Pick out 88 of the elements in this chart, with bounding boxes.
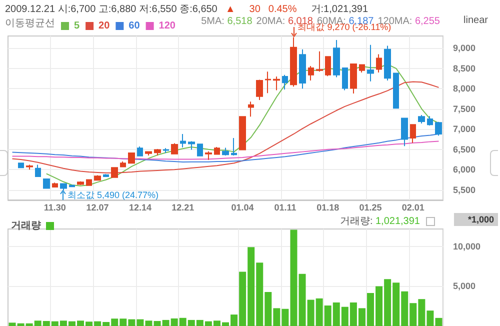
candlestick — [163, 148, 169, 154]
x-tick-label: 01.18 — [316, 202, 340, 212]
candlestick — [410, 124, 416, 144]
candlestick — [299, 48, 306, 90]
candlestick — [222, 147, 229, 156]
x-tick-label: 12.14 — [128, 202, 152, 212]
candlestick — [265, 71, 271, 94]
candlestick — [188, 140, 195, 150]
text: 2009.12.21 시:6,700 고:6,880 저:6,550 종:6,650 — [5, 4, 218, 15]
legend-label: 5 — [74, 20, 80, 32]
text: 거래량: 1,021,391 — [340, 216, 420, 227]
x-tick-label: 12.21 — [172, 202, 194, 212]
y-tick-label: 6,500 — [453, 144, 476, 154]
candlestick — [427, 116, 433, 126]
y-axis-title: *1,000 — [468, 214, 494, 224]
annotation: 최소값 5,490 (24.77%) — [67, 189, 158, 202]
candlestick — [359, 64, 365, 73]
candlestick — [120, 161, 126, 168]
text: 0.45% — [268, 4, 297, 15]
y-tick-label: 9,000 — [453, 43, 476, 54]
candlestick — [26, 164, 33, 170]
x-tick-label: 01.04 — [231, 202, 254, 212]
y-tick-label: 7,500 — [453, 104, 476, 114]
candlestick — [214, 146, 220, 156]
candlestick — [333, 40, 340, 78]
candlestick — [171, 142, 178, 155]
x-tick-label: 11.30 — [44, 202, 66, 212]
candlestick — [316, 50, 323, 72]
legend-label: 20 — [98, 20, 110, 32]
line-series — [12, 140, 440, 160]
candlestick — [342, 67, 348, 91]
candlestick — [273, 76, 280, 91]
candlestick — [103, 174, 109, 178]
candlestick — [325, 56, 331, 77]
candlestick — [350, 63, 357, 94]
candlestick — [367, 44, 374, 82]
candlestick — [69, 184, 75, 188]
line-series — [12, 81, 440, 174]
y-tick-label: 5,000 — [453, 281, 476, 292]
candlestick — [231, 138, 237, 156]
legend-label: 120 — [158, 20, 176, 32]
line-series — [46, 64, 440, 186]
candlestick — [239, 116, 246, 151]
candlestick — [43, 178, 50, 190]
candlestick — [180, 133, 186, 148]
text: linear — [464, 15, 488, 26]
candlestick — [35, 164, 41, 178]
candlestick — [393, 72, 399, 109]
legend-label: 60 — [128, 20, 140, 32]
candlestick — [137, 146, 143, 157]
legend-title: 이동평균선 — [5, 17, 55, 30]
candlestick — [256, 79, 263, 100]
candlestick — [86, 178, 92, 186]
candlestick — [376, 54, 382, 73]
x-tick-label: 02.01 — [402, 202, 424, 212]
candlestick — [52, 182, 58, 188]
candlestick — [282, 74, 288, 90]
y-tick-label: 8,000 — [453, 84, 476, 94]
candlestick — [94, 174, 101, 182]
candlestick — [111, 166, 118, 178]
candlestick — [154, 148, 161, 156]
y-tick-label: 6,000 — [453, 164, 476, 175]
candlestick — [435, 121, 442, 136]
text: 5MA: 6,518 — [201, 16, 252, 27]
y-tick-label: 5,500 — [453, 184, 476, 195]
text: 거:1,021,391 — [310, 4, 368, 15]
candlestick — [128, 152, 135, 164]
candlestick — [401, 117, 408, 147]
text: 30 — [249, 4, 260, 15]
text: ▲ — [225, 4, 236, 15]
x-tick-label: 12.07 — [86, 202, 109, 212]
y-tick-label: 10,000 — [453, 241, 481, 252]
candlestick — [248, 101, 254, 118]
candlestick — [308, 65, 314, 82]
candlestick — [197, 143, 203, 157]
candlestick — [77, 180, 84, 186]
text: 20MA: 6,018 — [256, 16, 313, 27]
candlestick — [418, 114, 425, 124]
candlestick — [18, 162, 24, 169]
line-series — [12, 133, 440, 163]
y-tick-label: 8,500 — [453, 63, 476, 74]
y-tick-label: 7,000 — [453, 124, 476, 134]
candlestick — [145, 150, 152, 156]
x-tick-label: 01.25 — [359, 202, 382, 212]
candlestick — [384, 45, 391, 82]
x-tick-label: 01.11 — [274, 202, 296, 212]
candlestick — [205, 150, 212, 160]
legend-label: 거래량 — [11, 220, 41, 232]
